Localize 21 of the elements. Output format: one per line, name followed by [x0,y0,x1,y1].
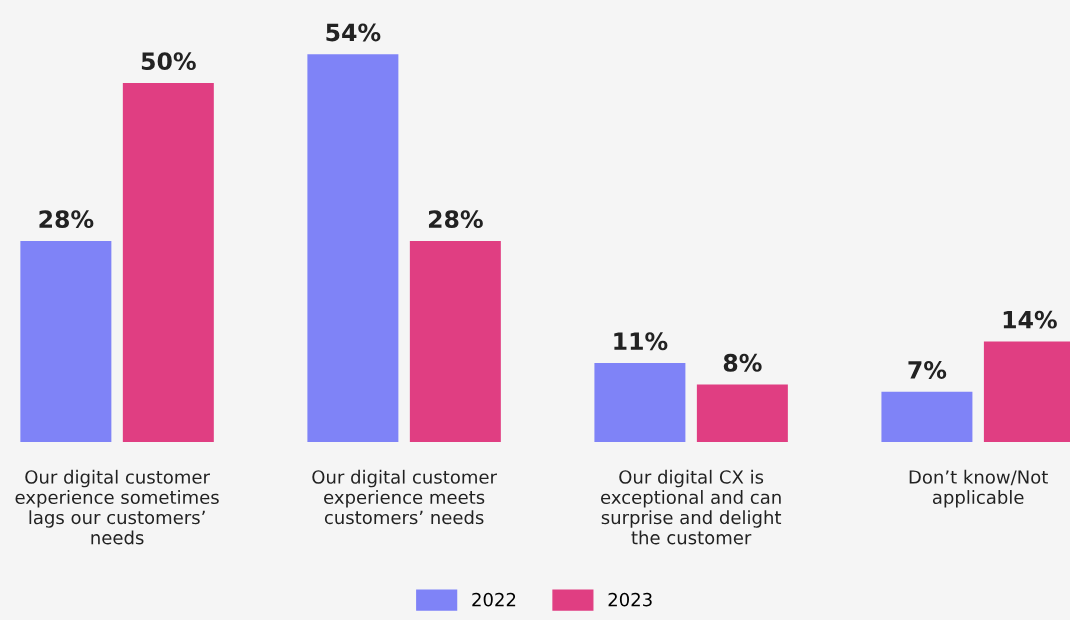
bar [409,240,501,443]
data-label: 8% [723,353,762,372]
data-label: 7% [908,361,947,379]
bar [594,363,686,443]
bar [307,54,399,443]
bar [122,83,214,443]
bar [696,384,788,443]
x-tick-label: Our digital customer experience meets customers’ needs [312,469,497,525]
data-label: 28% [39,210,94,229]
data-label: 14% [1003,310,1057,329]
x-tick-label: Our digital customer experience sometimes lags our customers’ needs [15,469,219,545]
legend-label: 2023 [608,592,652,607]
bar [20,240,112,443]
data-label: 11% [614,332,668,351]
data-label: 54% [326,23,381,42]
x-tick-label: Our digital CX is exceptional and can surprise and delight the customer [601,469,782,545]
bar [881,391,973,443]
data-label: 28% [428,210,483,229]
x-tick-label: Don’t know/Not applicable [909,469,1048,508]
data-label: 50% [141,52,196,71]
legend-label: 2022 [472,592,516,607]
